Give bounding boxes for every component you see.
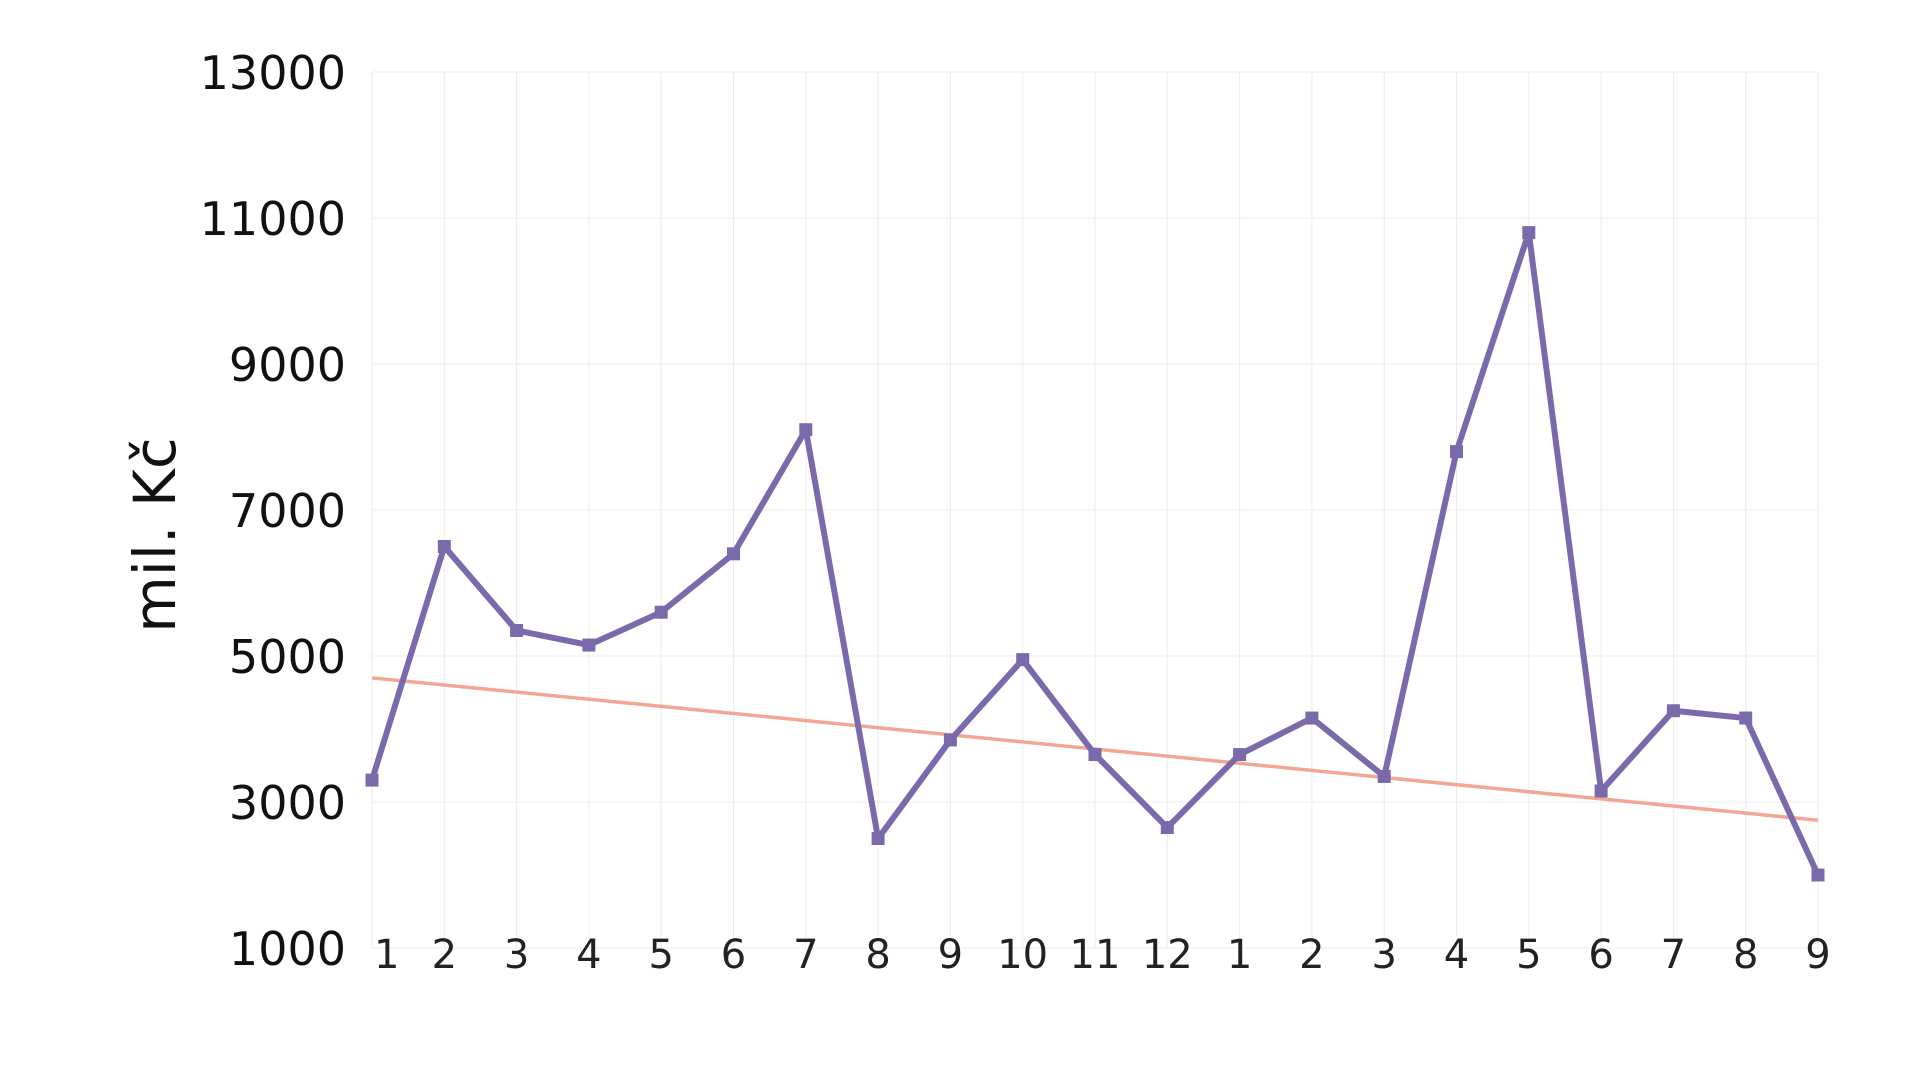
data-point	[1305, 711, 1319, 725]
x-tick-label: 2	[432, 932, 457, 978]
data-point	[510, 623, 524, 637]
x-tick-label: 8	[865, 932, 890, 978]
x-tick-label: 4	[1444, 932, 1469, 978]
data-point	[1377, 769, 1391, 783]
y-tick-label: 11000	[200, 192, 346, 246]
x-tick-label: 5	[1516, 932, 1541, 978]
data-point	[1016, 653, 1030, 667]
x-axis-ticks: 1 2 3 4 5 6 7 8 9 10 11 12 1 2 3 4 5 6 7 8 9	[374, 932, 1831, 978]
x-tick-label: 1	[1227, 932, 1252, 978]
x-tick-label: 7	[1661, 932, 1686, 978]
x-tick-label: 4	[576, 932, 601, 978]
data-point	[1522, 226, 1536, 240]
x-tick-label: 9	[938, 932, 963, 978]
y-tick-label: 1000	[229, 922, 346, 976]
x-tick-label: 5	[648, 932, 673, 978]
data-points	[365, 226, 1825, 882]
data-point	[1450, 445, 1463, 459]
x-tick-label: 7	[793, 932, 818, 978]
data-point	[871, 832, 885, 845]
gridlines	[371, 71, 1819, 949]
x-tick-label: 8	[1733, 932, 1758, 978]
x-tick-label: 1	[374, 932, 399, 978]
y-tick-label: 5000	[229, 630, 346, 684]
y-tick-label: 7000	[229, 484, 346, 538]
y-tick-label: 9000	[229, 338, 346, 392]
x-tick-label: 11	[1070, 932, 1121, 978]
x-tick-label: 6	[721, 932, 746, 978]
data-point	[1160, 821, 1174, 835]
y-tick-label: 13000	[200, 46, 346, 100]
y-tick-label: 3000	[229, 776, 346, 830]
x-tick-label: 3	[504, 932, 529, 978]
data-point	[1233, 748, 1247, 762]
data-point	[943, 733, 957, 747]
data-point	[437, 540, 451, 553]
data-point	[582, 638, 596, 652]
x-tick-label: 3	[1371, 932, 1396, 978]
y-axis-label: mil. Kč	[121, 437, 189, 633]
data-point	[799, 423, 813, 437]
x-tick-label: 12	[1142, 932, 1193, 978]
data-point	[1739, 711, 1753, 725]
y-axis-ticks: 1000 3000 5000 7000 9000 11000 13000	[200, 46, 346, 976]
data-point	[365, 773, 379, 787]
x-tick-label: 6	[1588, 932, 1613, 978]
data-point	[1088, 748, 1102, 762]
data-point	[1811, 868, 1825, 882]
data-point	[1594, 784, 1608, 798]
x-tick-label: 10	[997, 932, 1048, 978]
data-point	[727, 547, 740, 561]
x-tick-label: 9	[1805, 932, 1830, 978]
data-point	[1666, 704, 1680, 718]
data-point	[654, 605, 668, 619]
x-tick-label: 2	[1299, 932, 1324, 978]
